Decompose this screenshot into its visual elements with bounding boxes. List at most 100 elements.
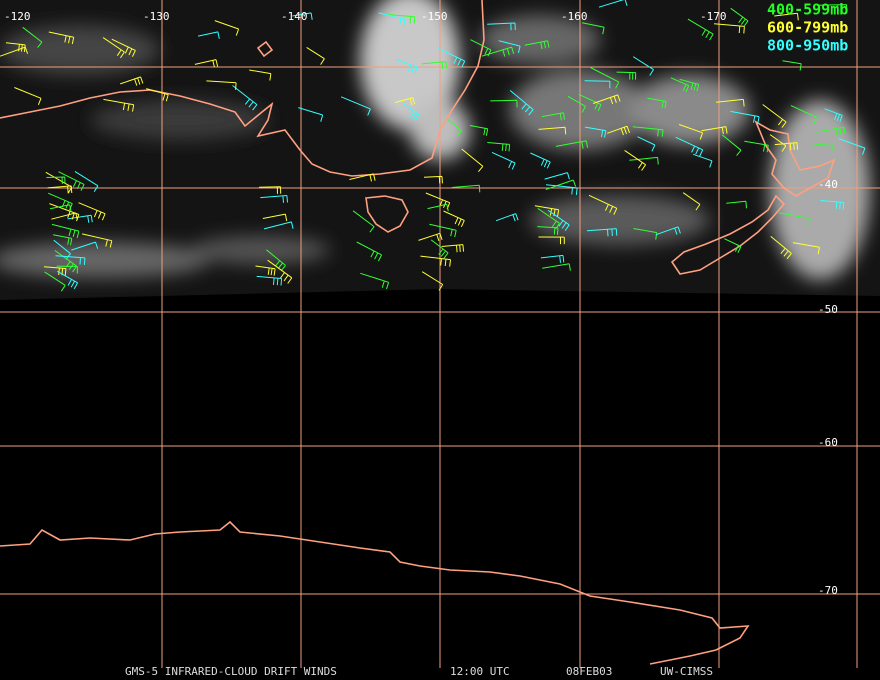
wind-barb	[584, 126, 607, 138]
wind-barb	[716, 98, 745, 107]
wind-barb	[267, 259, 293, 284]
wind-barb	[102, 37, 125, 59]
wind-barb	[262, 213, 288, 222]
wind-barb	[78, 202, 106, 221]
wind-barb	[632, 126, 664, 137]
wind-barb	[701, 126, 728, 135]
wind-barb	[778, 212, 811, 226]
longitude-label: -130	[143, 10, 170, 23]
wind-barb	[470, 39, 492, 57]
wind-barb	[590, 67, 620, 89]
wind-barb	[542, 263, 571, 271]
wind-barb	[544, 172, 570, 180]
antarctica-coast	[0, 520, 750, 665]
wind-barb	[71, 241, 99, 251]
wind-barb	[48, 192, 73, 211]
wind-barb	[260, 195, 288, 203]
wind-barb	[74, 170, 99, 192]
wind-barb	[490, 99, 518, 108]
wind-barb	[49, 204, 72, 212]
wind-barb	[5, 42, 26, 52]
wind-barb	[427, 203, 449, 212]
legend-entry: 600-799mb	[767, 19, 848, 37]
wind-barb	[495, 213, 519, 222]
wind-barb	[670, 77, 690, 93]
wind-barb	[443, 210, 465, 228]
wind-barb	[769, 134, 787, 152]
wind-barb	[249, 69, 272, 81]
wind-barb	[51, 223, 80, 239]
wind-barb	[47, 185, 73, 194]
wind-barb	[487, 22, 516, 31]
wind-barb	[421, 61, 448, 70]
wind-barb	[581, 22, 605, 35]
wind-barb	[55, 255, 86, 265]
wind-barb	[292, 12, 313, 20]
wind-barb	[762, 104, 787, 128]
wind-barb	[616, 71, 637, 80]
wind-barb	[14, 87, 42, 105]
wind-barb	[298, 107, 324, 122]
wind-barb	[387, 14, 416, 24]
wind-barb	[816, 126, 846, 136]
wind-barb	[214, 20, 240, 36]
wind-barb	[774, 142, 799, 151]
wind-barb	[263, 221, 294, 230]
new-zealand-south	[670, 194, 786, 275]
latitude-label: -50	[818, 303, 838, 316]
australia-coast	[0, 0, 485, 177]
longitude-label: -170	[700, 10, 727, 23]
wind-barb	[49, 203, 80, 222]
wind-barb	[266, 249, 286, 272]
tasmania	[365, 195, 409, 233]
wind-barb	[481, 46, 515, 57]
wind-barb	[146, 88, 169, 102]
latitude-label: -70	[818, 584, 838, 597]
wind-barb	[120, 76, 144, 86]
wind-barb	[816, 4, 848, 12]
wind-barb	[395, 97, 416, 106]
wind-barb	[538, 126, 567, 135]
wind-barb	[726, 200, 747, 209]
wind-barb	[555, 140, 589, 149]
wind-barb	[56, 265, 78, 274]
coastlines	[0, 0, 836, 665]
latitude-labels: -40 -50 -60 -70	[818, 178, 838, 597]
wind-barb	[259, 186, 282, 194]
wind-barb	[530, 152, 551, 169]
gulf-islands	[256, 40, 274, 58]
wind-barb	[81, 233, 113, 248]
legend-entry: 800-950mb	[767, 37, 848, 55]
wind-barb	[67, 214, 93, 223]
wind-barb	[624, 149, 647, 171]
wind-barb	[22, 26, 43, 48]
wind-barb	[111, 38, 136, 57]
longitude-label: -150	[421, 10, 448, 23]
wind-barb	[206, 80, 237, 90]
wind-barb	[352, 210, 375, 233]
wind-barb	[524, 40, 550, 50]
wind-barb	[447, 118, 462, 137]
wind-barb	[421, 271, 444, 291]
wind-barb	[403, 103, 420, 121]
wind-barb	[824, 108, 843, 123]
legend: 400-599mb 600-799mb 800-950mb	[767, 1, 848, 55]
new-zealand-north	[754, 120, 836, 197]
wind-barb	[682, 192, 701, 211]
footer-title: GMS-5 INFRARED-CLOUD DRIFT WINDS	[125, 665, 337, 678]
wind-barb	[256, 275, 283, 286]
wind-barb	[461, 148, 484, 173]
longitude-label: -140	[281, 10, 308, 23]
wind-barb	[255, 265, 276, 276]
wind-barb	[721, 134, 742, 156]
wind-barb	[469, 125, 489, 136]
wind-barb	[813, 142, 833, 151]
wind-barb	[197, 31, 220, 39]
wind-barb	[423, 175, 443, 184]
wind-barb	[584, 80, 611, 89]
wind-barb	[538, 236, 565, 245]
wind-barb	[57, 270, 79, 290]
wind-barb	[713, 23, 745, 34]
wind-barb	[194, 59, 219, 68]
wind-barb	[678, 124, 704, 140]
